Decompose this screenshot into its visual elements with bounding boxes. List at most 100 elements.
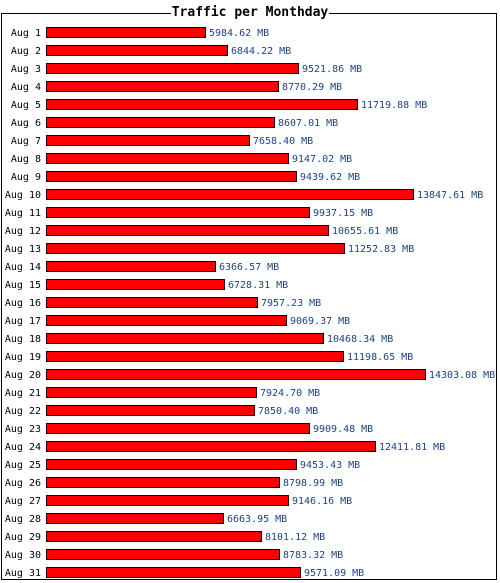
bar-row: Aug 14 6366.57 MB [5,261,279,273]
category-label: Aug 30 [5,550,41,561]
bar-row: Aug 16 7957.23 MB [5,297,321,309]
bar-row: Aug 26 8798.99 MB [5,477,343,489]
category-label: Aug 26 [5,478,41,489]
bar [46,135,250,146]
bar-row: Aug 27 9146.16 MB [5,495,352,507]
bar [46,531,262,542]
bar [46,261,216,272]
bar-row: Aug 4 8770.29 MB [11,81,342,93]
value-label: 9937.15 MB [313,208,373,219]
bar [46,81,279,92]
bar [46,441,376,452]
bar-row: Aug 21 7924.70 MB [5,387,320,399]
category-label: Aug 24 [5,442,41,453]
bar [46,297,258,308]
category-label: Aug 12 [5,226,41,237]
bar-row: Aug 18 10468.34 MB [5,333,393,345]
category-label: Aug 22 [5,406,41,417]
value-label: 9521.86 MB [302,64,362,75]
category-label: Aug 25 [5,460,41,471]
value-label: 12411.81 MB [379,442,445,453]
bar-row: Aug 7 7658.40 MB [11,135,313,147]
bar-row: Aug 5 11719.88 MB [11,99,427,111]
category-label: Aug 23 [5,424,41,435]
bar-row: Aug 11 9937.15 MB [5,207,373,219]
bar [46,153,289,164]
bar-row: Aug 20 14303.08 MB [5,369,495,381]
bar-row: Aug 24 12411.81 MB [5,441,445,453]
bar [46,477,280,488]
category-label: Aug 11 [5,208,41,219]
bar-row: Aug 22 7850.40 MB [5,405,318,417]
value-label: 7924.70 MB [260,388,320,399]
value-label: 10655.61 MB [332,226,398,237]
bar-row: Aug 19 11198.65 MB [5,351,413,363]
value-label: 9571.09 MB [304,568,364,579]
bar-row: Aug 29 8101.12 MB [5,531,325,543]
bar-row: Aug 3 9521.86 MB [11,63,362,75]
bar-row: Aug 31 9571.09 MB [5,567,364,579]
bar [46,405,255,416]
bar [46,387,257,398]
value-label: 8101.12 MB [265,532,325,543]
value-label: 6663.95 MB [227,514,287,525]
bar-row: Aug 9 9439.62 MB [11,171,360,183]
bar [46,279,225,290]
category-label: Aug 8 [11,154,41,165]
bar-row: Aug 12 10655.61 MB [5,225,398,237]
bar-row: Aug 6 8607.01 MB [11,117,338,129]
value-label: 7658.40 MB [253,136,313,147]
category-label: Aug 5 [11,100,41,111]
value-label: 9147.02 MB [292,154,352,165]
value-label: 14303.08 MB [429,370,495,381]
bar [46,243,345,254]
value-label: 8798.99 MB [283,478,343,489]
category-label: Aug 29 [5,532,41,543]
value-label: 9909.48 MB [313,424,373,435]
category-label: Aug 31 [5,568,41,579]
bar-row: Aug 1 5984.62 MB [11,27,269,39]
category-label: Aug 27 [5,496,41,507]
category-label: Aug 3 [11,64,41,75]
category-label: Aug 13 [5,244,41,255]
value-label: 9146.16 MB [292,496,352,507]
bar [46,333,324,344]
value-label: 6844.22 MB [231,46,291,57]
bar-row: Aug 17 9069.37 MB [5,315,350,327]
value-label: 8770.29 MB [282,82,342,93]
chart-title: Traffic per Monthday [0,4,500,22]
bar [46,27,206,38]
value-label: 8783.32 MB [283,550,343,561]
bar [46,423,310,434]
category-label: Aug 16 [5,298,41,309]
category-label: Aug 18 [5,334,41,345]
value-label: 7850.40 MB [258,406,318,417]
value-label: 11198.65 MB [347,352,413,363]
value-label: 6728.31 MB [228,280,288,291]
bar [46,567,301,578]
bar [46,513,224,524]
bar [46,45,228,56]
category-label: Aug 4 [11,82,41,93]
bar [46,549,280,560]
category-label: Aug 14 [5,262,41,273]
category-label: Aug 15 [5,280,41,291]
value-label: 9439.62 MB [300,172,360,183]
category-label: Aug 2 [11,46,41,57]
bar [46,207,310,218]
bar [46,189,414,200]
bar [46,225,329,236]
bar [46,315,287,326]
value-label: 9069.37 MB [290,316,350,327]
bar [46,171,297,182]
bar-row: Aug 28 6663.95 MB [5,513,287,525]
category-label: Aug 10 [5,190,41,201]
value-label: 11252.83 MB [348,244,414,255]
value-label: 10468.34 MB [327,334,393,345]
bar [46,459,297,470]
bar [46,369,426,380]
category-label: Aug 1 [11,28,41,39]
bar-row: Aug 30 8783.32 MB [5,549,343,561]
chart-title-text: Traffic per Monthday [170,5,330,20]
